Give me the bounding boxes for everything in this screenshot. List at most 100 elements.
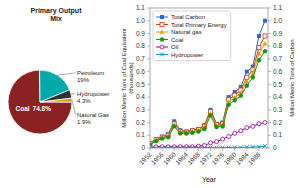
y2-tick: [268, 84, 271, 85]
y-tick: [147, 20, 150, 21]
marker: [239, 129, 243, 133]
marker: [232, 98, 237, 103]
marker: [263, 144, 267, 148]
y2-tick: [268, 8, 271, 9]
y2-tick-label: 0.8: [273, 42, 282, 49]
marker: [154, 139, 159, 144]
pie-slice: [8, 70, 72, 134]
pie-label-category: Hydropower: [77, 91, 109, 97]
marker: [238, 93, 243, 98]
marker: [257, 34, 261, 38]
x-tick-label: 1980: [222, 150, 237, 165]
y2-tick: [268, 135, 271, 136]
marker: [221, 137, 225, 141]
marker: [154, 138, 159, 142]
y-tick-label: 1.1: [136, 4, 145, 11]
marker: [209, 146, 213, 148]
marker: [215, 146, 219, 148]
y-tick-label: 1.0: [136, 17, 145, 24]
marker: [245, 70, 249, 74]
pie-labels: Coal74.8%Petroleum19%Hydropower4.3%Natur…: [15, 70, 109, 125]
text-line: Million Metric Tons of Coal Equivalent: [121, 28, 127, 128]
pie-label-category: Natural Gas: [77, 112, 109, 118]
text-line: Million Metric Tons of Carbon: [289, 39, 295, 116]
marker: [196, 146, 200, 148]
chart: 00.10.20.30.40.50.60.70.80.91.01.100.10.…: [0, 0, 300, 188]
y-tick: [147, 109, 150, 110]
pie-label: Hydropower4.3%: [77, 91, 109, 104]
marker: [245, 145, 249, 148]
x-tick: [198, 148, 199, 151]
x-tick: [246, 148, 247, 151]
y2-tick: [268, 46, 271, 47]
legend-label: Hydropower: [171, 52, 203, 58]
legend: Total CarbonTotal Primary EnergyNatural …: [153, 11, 231, 61]
x-tick: [222, 148, 223, 151]
y2-tick-label: 0.1: [273, 131, 282, 138]
y-tick-label: 0.5: [136, 81, 145, 88]
marker: [184, 146, 188, 148]
y2-tick-label: 0.9: [273, 30, 282, 37]
y-tick-label: 0.1: [136, 131, 145, 138]
x-tick-label: 1952: [138, 150, 153, 165]
marker: [245, 75, 249, 79]
text-line: Primary Output: [31, 7, 83, 15]
marker: [263, 121, 267, 125]
legend-label: Total Carbon: [171, 14, 205, 20]
y-tick-label: 0.4: [136, 93, 145, 100]
marker: [226, 102, 231, 107]
pie-label-value: 4.3%: [77, 98, 91, 104]
x-tick: [162, 148, 163, 151]
legend-item: Total Primary Energy: [156, 22, 227, 28]
legend-swatch: [160, 45, 164, 49]
marker: [209, 141, 213, 145]
x-tick-label: 1976: [210, 150, 225, 165]
pie-label-value: 1.9%: [77, 119, 91, 125]
y-tick-label: 0.6: [136, 68, 145, 75]
marker: [257, 122, 261, 126]
pie-label: Natural Gas1.9%: [77, 112, 109, 125]
y-tick-label: 0.7: [136, 55, 145, 62]
y-tick-label: 0.2: [136, 119, 145, 126]
x-tick: [258, 148, 259, 151]
y2-tick: [268, 122, 271, 123]
legend-label: Coal: [171, 37, 183, 43]
series-line: [150, 51, 265, 145]
x-tick-label: 1968: [186, 150, 201, 165]
legend-swatch: [160, 29, 165, 33]
x-tick: [186, 148, 187, 151]
y2-tick-label: 1.1: [273, 4, 282, 11]
y-tick: [147, 148, 150, 149]
pie-label: Coal74.8%: [15, 105, 51, 112]
marker: [172, 124, 177, 129]
y-tick: [147, 97, 150, 98]
y-axis-label: Million Metric Tons of Coal Equivalent(t…: [121, 28, 134, 128]
y-tick: [147, 84, 150, 85]
y2-tick: [268, 97, 271, 98]
x-tick-label: 1960: [162, 150, 177, 165]
x-tick: [234, 148, 235, 151]
marker: [263, 34, 267, 38]
marker: [239, 145, 243, 148]
legend-item: Total Carbon: [156, 14, 205, 20]
marker: [233, 131, 237, 135]
x-tick: [150, 148, 151, 151]
x-tick: [174, 148, 175, 151]
marker: [257, 145, 261, 148]
y-tick: [147, 122, 150, 123]
y2-tick-label: 0.7: [273, 55, 282, 62]
legend-swatch: [160, 53, 164, 57]
marker: [190, 130, 195, 135]
y-tick: [147, 46, 150, 47]
marker: [233, 145, 237, 148]
x-tick-label: 1964: [174, 150, 189, 165]
marker: [202, 146, 206, 148]
y-tick-label: 0.8: [136, 42, 145, 49]
y2-axis-label: Million Metric Tons of Carbon: [289, 39, 295, 116]
marker: [244, 83, 249, 88]
legend-item: Coal: [156, 37, 183, 43]
legend-swatch: [160, 23, 164, 27]
marker: [160, 136, 165, 141]
marker: [172, 146, 176, 148]
x-tick: [210, 148, 211, 151]
